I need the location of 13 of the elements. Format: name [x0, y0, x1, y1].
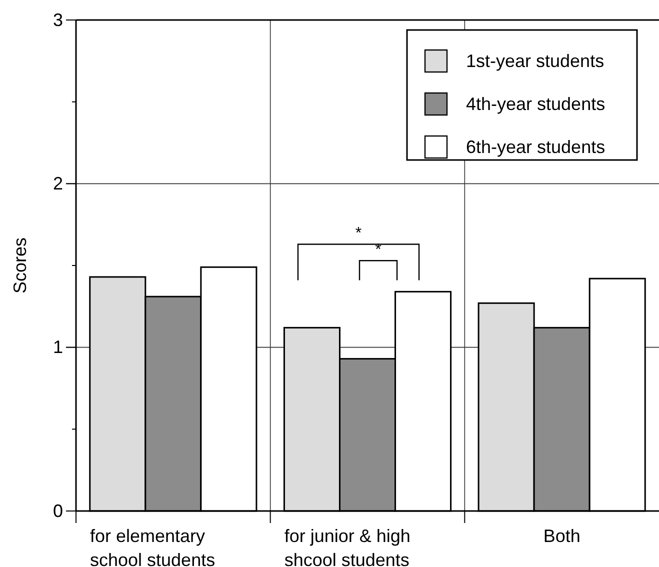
annotation: *	[375, 242, 382, 259]
y-tick-label: 3	[52, 10, 63, 30]
y-tick-label: 1	[52, 337, 63, 358]
legend-label: 1st-year students	[466, 51, 604, 71]
legend-label: 4th-year students	[466, 94, 606, 114]
x-tick-label: for junior & high shcool students	[284, 526, 410, 567]
x-tick-label: Both	[543, 526, 580, 546]
x-tick-label: for elementary school students	[90, 526, 216, 567]
y-axis-title: Scores	[10, 237, 30, 294]
y-tick-label: 0	[52, 500, 63, 521]
annotation: *	[355, 225, 362, 242]
legend-label: 6th-year students	[466, 137, 606, 157]
y-tick-label: 2	[52, 173, 63, 194]
